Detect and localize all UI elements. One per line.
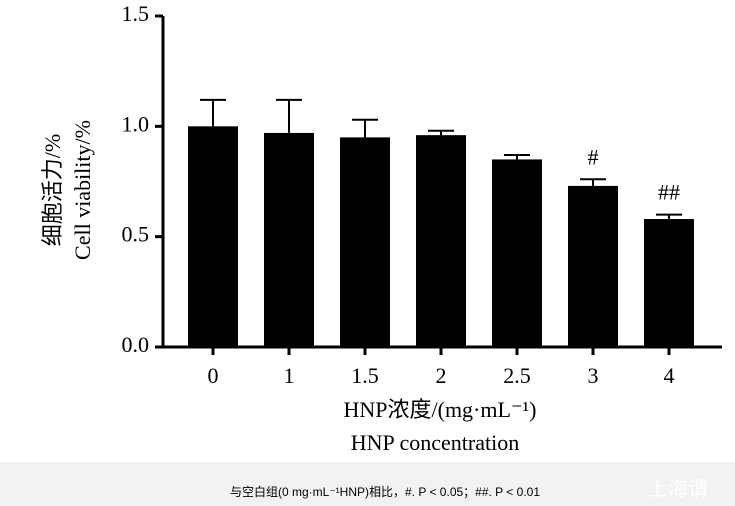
x-tick-label: 2.5: [503, 363, 531, 388]
bar: [568, 185, 618, 347]
x-tick-label: 3: [588, 363, 599, 388]
caption-band: [0, 462, 735, 506]
y-axis-label: 细胞活力/%: [40, 134, 65, 246]
bar: [264, 132, 314, 347]
y-tick-label: 0.5: [122, 222, 150, 247]
annotation: ##: [658, 180, 680, 205]
bar: [416, 135, 466, 347]
watermark: 上海谓: [648, 477, 708, 501]
bar: [188, 126, 238, 347]
x-tick-label: 1: [284, 363, 295, 388]
y-tick-label: 1.0: [122, 111, 150, 136]
bar: [644, 219, 694, 347]
bar: [492, 159, 542, 347]
annotation: #: [588, 144, 599, 169]
x-axis-label: HNP浓度/(mg·mL⁻¹): [344, 397, 537, 422]
y-tick-label: 0.0: [122, 332, 150, 357]
x-tick-label: 0: [208, 363, 219, 388]
y-tick-label: 1.5: [122, 1, 150, 26]
x-tick-label: 4: [664, 363, 675, 388]
x-axis-label: HNP concentration: [351, 430, 519, 455]
bar: [340, 137, 390, 347]
y-axis-label: Cell viability/%: [70, 120, 95, 260]
x-tick-label: 1.5: [351, 363, 379, 388]
caption: 与空白组(0 mg·mL⁻¹HNP)相比，#. P < 0.05；##. P <…: [230, 484, 540, 499]
x-tick-label: 2: [436, 363, 447, 388]
